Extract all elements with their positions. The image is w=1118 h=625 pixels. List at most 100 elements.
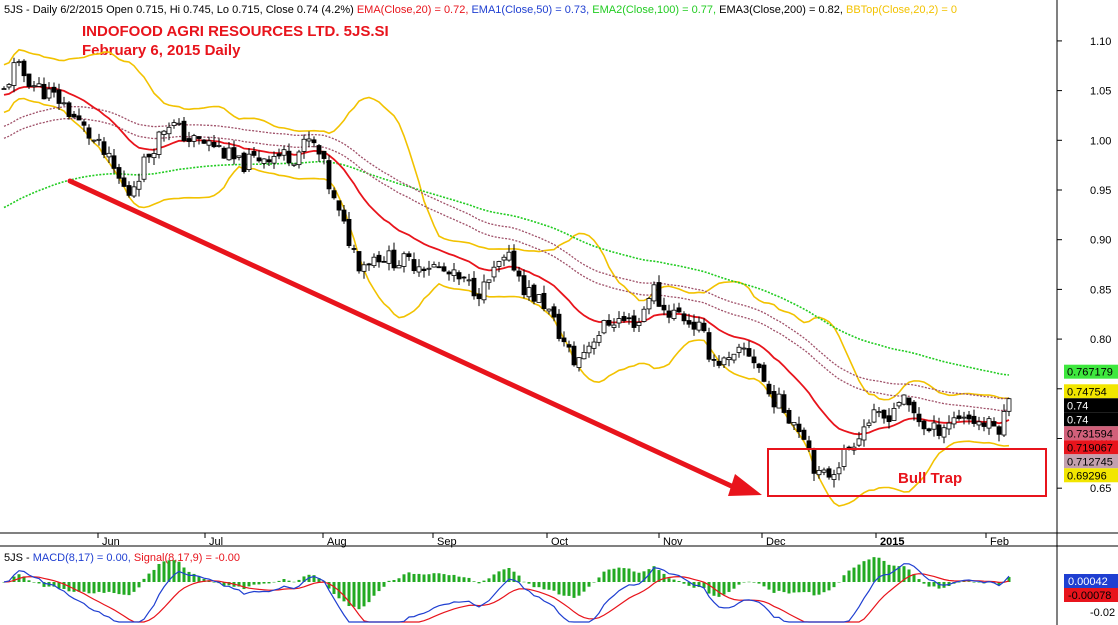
candle xyxy=(6,82,12,90)
macd-histogram-bar xyxy=(802,582,806,593)
candle xyxy=(521,269,527,299)
macd-histogram-bar xyxy=(807,582,811,593)
svg-text:0.731594: 0.731594 xyxy=(1067,428,1113,440)
macd-histogram-bar xyxy=(822,582,826,593)
header-segment: EMA1(Close,50) = 0.73, xyxy=(471,4,592,16)
candle xyxy=(206,136,212,152)
macd-histogram-bar xyxy=(212,582,216,583)
candle xyxy=(361,261,367,279)
candle xyxy=(701,318,707,333)
candle xyxy=(251,146,257,158)
candle xyxy=(331,187,337,200)
candle xyxy=(326,155,332,195)
macd-histogram-bar xyxy=(587,582,591,587)
svg-text:0.767179: 0.767179 xyxy=(1067,367,1113,379)
header-segment: 5JS - xyxy=(4,552,33,564)
candle xyxy=(976,416,982,431)
candle xyxy=(691,314,697,336)
candle xyxy=(51,82,57,98)
macd-histogram-bar xyxy=(57,582,61,589)
macd-histogram-bar xyxy=(512,571,516,582)
candle xyxy=(946,415,952,436)
y-tick-label: 0.65 xyxy=(1090,483,1111,495)
candle xyxy=(301,134,307,159)
macd-histogram-bar xyxy=(887,564,891,582)
candle xyxy=(261,158,267,169)
candle xyxy=(786,407,792,424)
candle xyxy=(266,155,272,166)
macd-histogram-bar xyxy=(317,578,321,582)
candle xyxy=(291,163,297,167)
candle xyxy=(96,133,102,146)
macd-histogram-bar xyxy=(622,568,626,582)
price-value-tag: 0.719067 xyxy=(1064,440,1118,455)
candle xyxy=(461,276,467,283)
candle xyxy=(231,140,237,165)
macd-histogram-bar xyxy=(442,574,446,582)
candle xyxy=(16,59,22,67)
macd-histogram-bar xyxy=(287,580,291,582)
svg-text:0.712745: 0.712745 xyxy=(1067,456,1113,468)
macd-line xyxy=(3,563,1010,623)
chart-subtitle: February 6, 2015 Daily xyxy=(82,42,241,59)
macd-histogram-bar xyxy=(117,582,121,595)
macd-histogram-bar xyxy=(237,582,241,587)
candle xyxy=(121,170,127,188)
candle xyxy=(486,279,492,290)
candle xyxy=(396,260,402,269)
macd-histogram-bar xyxy=(12,576,16,582)
candle xyxy=(111,149,117,174)
ema20-line xyxy=(3,85,1010,436)
candle xyxy=(246,148,252,173)
candle xyxy=(181,117,187,143)
macd-histogram-bar xyxy=(717,582,721,597)
macd-histogram-bar xyxy=(472,581,476,582)
candle xyxy=(941,424,947,444)
macd-histogram-bar xyxy=(227,582,231,586)
macd-histogram-bar xyxy=(202,578,206,582)
price-panel-header: 5JS - Daily 6/2/2015 Open 0.715, Hi 0.74… xyxy=(4,4,957,16)
candle xyxy=(586,341,592,358)
candle xyxy=(921,419,927,436)
candle xyxy=(286,143,292,167)
macd-histogram-bar xyxy=(882,560,886,582)
candle xyxy=(221,146,227,159)
macd-histogram-bar xyxy=(507,568,511,582)
svg-text:0.74: 0.74 xyxy=(1067,400,1088,412)
macd-histogram-bar xyxy=(77,582,81,592)
candle xyxy=(631,309,637,332)
macd-histogram-bar xyxy=(92,582,96,594)
macd-histogram-bar xyxy=(667,578,671,582)
candle xyxy=(901,394,907,406)
candle xyxy=(541,285,547,312)
macd-histogram-bar xyxy=(932,582,936,587)
price-value-tag: 0.74 xyxy=(1064,398,1118,413)
candle xyxy=(721,356,727,369)
candle xyxy=(401,251,407,273)
candle xyxy=(961,411,967,425)
macd-histogram-bar xyxy=(127,582,131,596)
x-tick-label: 2015 xyxy=(880,536,904,548)
candle xyxy=(551,303,557,322)
header-segment: EMA(Close,20) = 0.72, xyxy=(357,4,472,16)
candle xyxy=(481,274,487,304)
candle xyxy=(536,294,542,303)
macd-histogram-bar xyxy=(567,582,571,596)
macd-histogram-bar xyxy=(192,573,196,582)
svg-text:0.00042: 0.00042 xyxy=(1068,576,1108,588)
svg-text:0.74: 0.74 xyxy=(1067,414,1088,426)
macd-value-tags: 0.00042 -0.00078 xyxy=(1064,574,1118,602)
candle xyxy=(666,304,672,324)
header-segment: MACD(8,17) = 0.00, xyxy=(33,552,134,564)
candle xyxy=(931,415,937,437)
candle xyxy=(661,297,667,316)
macd-histogram-bar xyxy=(517,575,521,582)
candle xyxy=(581,344,587,360)
macd-histogram-bar xyxy=(642,571,646,582)
candle xyxy=(821,467,827,476)
candle xyxy=(871,403,877,424)
candle xyxy=(191,133,197,148)
macd-histogram-bar xyxy=(412,573,416,582)
bull-trap-label: Bull Trap xyxy=(898,470,962,487)
macd-histogram-bar xyxy=(677,580,681,582)
